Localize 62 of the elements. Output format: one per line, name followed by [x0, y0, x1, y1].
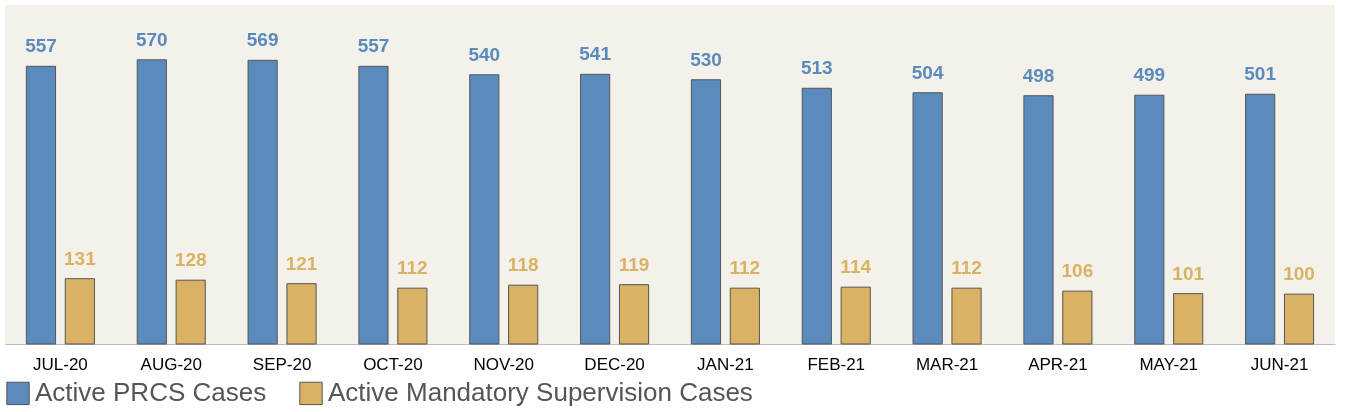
x-tick-label: APR-21 [1028, 354, 1088, 374]
bar [136, 59, 167, 345]
bar [729, 287, 760, 345]
bar [1283, 293, 1315, 345]
data-label: 112 [951, 257, 982, 279]
bar [25, 65, 57, 345]
data-label: 101 [1172, 262, 1205, 284]
bar [1134, 94, 1165, 345]
bar [175, 279, 206, 345]
bar [397, 287, 428, 345]
data-label: 114 [840, 256, 872, 278]
bar [1023, 95, 1054, 345]
x-tick-label: MAR-21 [915, 354, 979, 374]
data-label: 131 [64, 247, 97, 269]
bar [1173, 293, 1204, 345]
data-label: 501 [1244, 63, 1277, 85]
data-label: 569 [246, 29, 279, 51]
x-tick-label: MAY-21 [1139, 354, 1199, 374]
data-label: 112 [729, 257, 761, 279]
bar [580, 73, 611, 345]
bar [840, 286, 871, 345]
data-label: 504 [911, 61, 944, 83]
x-tick-label: AUG-20 [140, 354, 202, 374]
bar [951, 287, 982, 345]
data-label: 513 [800, 57, 833, 79]
x-tick-label: JUN-21 [1250, 354, 1309, 374]
x-tick-label: JUL-20 [33, 354, 88, 374]
data-label: 498 [1022, 64, 1055, 86]
data-label: 540 [468, 43, 501, 65]
bar [508, 284, 539, 345]
x-tick-label: NOV-20 [473, 354, 534, 374]
bar [801, 87, 832, 345]
bar [1245, 93, 1276, 345]
data-label: 100 [1283, 263, 1315, 285]
bar [469, 74, 500, 345]
data-label: 570 [135, 28, 168, 50]
x-tick-label: OCT-20 [363, 354, 423, 374]
x-tick-label: DEC-20 [584, 354, 645, 374]
data-label: 499 [1133, 64, 1166, 86]
legend-label: Active Mandatory Supervision Cases [328, 377, 753, 408]
data-label: 119 [618, 253, 650, 275]
x-tick-label: SEP-20 [252, 354, 312, 374]
data-label: 106 [1061, 260, 1094, 282]
data-label: 557 [25, 35, 57, 57]
bar [247, 59, 278, 345]
bar [1062, 290, 1093, 345]
bar [912, 92, 943, 345]
legend-label: Active PRCS Cases [35, 377, 267, 408]
data-label: 112 [397, 257, 428, 279]
data-label: 128 [174, 249, 207, 271]
bar [358, 65, 389, 345]
bar [64, 278, 95, 345]
data-label: 541 [579, 43, 612, 65]
bar [618, 284, 650, 345]
bar [286, 283, 317, 345]
x-tick-label: JAN-21 [697, 354, 754, 374]
data-label: 118 [507, 254, 539, 276]
data-label: 121 [285, 252, 318, 274]
x-tick-label: FEB-21 [807, 354, 866, 374]
data-label: 530 [690, 48, 722, 70]
bar [690, 79, 722, 345]
data-label: 557 [357, 35, 390, 57]
